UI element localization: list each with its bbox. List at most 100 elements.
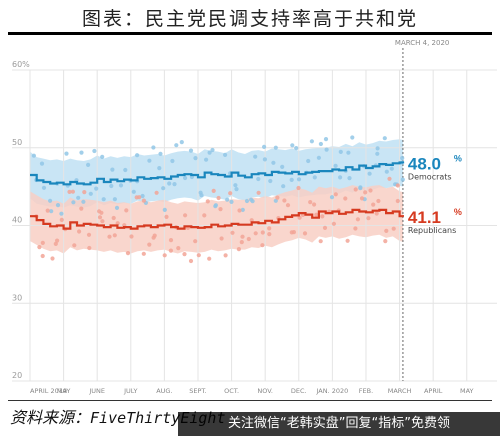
series-end-value: 48.0	[408, 154, 441, 173]
poll-dot	[170, 158, 175, 164]
series-end-unit: %	[454, 153, 462, 163]
poll-dot	[285, 203, 291, 208]
poll-dot	[176, 246, 181, 251]
poll-dot	[324, 147, 329, 152]
poll-dot	[316, 155, 321, 160]
poll-dot	[100, 154, 105, 159]
poll-dot	[164, 214, 169, 219]
series-name-label: Democrats	[408, 172, 452, 181]
poll-dot	[111, 215, 116, 221]
series-end-unit: %	[454, 207, 462, 217]
poll-dot	[375, 151, 380, 156]
poll-dot	[331, 221, 336, 226]
poll-dot	[40, 240, 45, 245]
poll-dot	[333, 163, 338, 168]
poll-dot	[271, 160, 276, 165]
poll-dot	[157, 166, 162, 171]
x-tick-label: APRIL 2019	[30, 387, 67, 395]
y-tick-label: 50	[12, 138, 22, 147]
poll-dot	[161, 186, 166, 191]
poll-dot	[92, 148, 97, 154]
poll-dot	[72, 243, 77, 248]
poll-dot	[306, 158, 311, 164]
confidence-bands	[30, 139, 403, 254]
y-tick-label: 60%	[12, 60, 30, 69]
poll-dot	[376, 198, 381, 204]
x-tick-label: APRIL	[424, 387, 443, 395]
poll-dot	[329, 195, 335, 200]
poll-dot	[112, 197, 117, 202]
poll-dot	[141, 198, 146, 203]
poll-dot	[318, 141, 323, 147]
poll-dot	[260, 243, 265, 248]
poll-dot	[338, 149, 343, 154]
poll-dot	[395, 183, 400, 188]
poll-dot	[135, 153, 140, 158]
poll-dot	[182, 252, 187, 257]
trend-line	[30, 161, 404, 186]
poll-dot	[162, 207, 167, 212]
poll-dot	[207, 150, 212, 155]
poll-dot	[281, 184, 286, 189]
poll-dot	[172, 182, 177, 187]
poll-dot	[213, 204, 218, 209]
poll-dot	[291, 230, 296, 235]
poll-dot	[308, 200, 313, 205]
poll-dot	[183, 175, 188, 181]
poll-dot	[125, 251, 131, 256]
poll-dot	[244, 198, 250, 204]
poll-dot	[147, 242, 152, 247]
poll-dot	[383, 239, 388, 244]
poll-dot	[239, 240, 244, 245]
poll-dot	[64, 151, 69, 156]
poll-dot	[400, 156, 405, 161]
poll-dot	[183, 213, 188, 218]
poll-dot	[249, 218, 254, 223]
poll-dot	[384, 169, 389, 174]
poll-dot	[55, 203, 61, 208]
poll-dot	[167, 181, 172, 186]
source-rule	[8, 400, 492, 401]
poll-dot	[346, 150, 351, 155]
poll-dot	[260, 230, 265, 235]
x-tick-label: JULY	[123, 387, 137, 395]
poll-dot	[188, 148, 194, 153]
poll-dot	[53, 241, 58, 246]
x-tick-label: FEB.	[359, 387, 373, 395]
poll-dot	[151, 145, 156, 150]
poll-dot	[87, 245, 92, 251]
poll-dot	[79, 150, 84, 155]
poll-dot	[333, 192, 338, 197]
poll-dot	[236, 247, 241, 252]
poll-dot	[273, 198, 278, 203]
poll-dot	[41, 185, 47, 190]
x-tick-label: AUG.	[156, 387, 172, 395]
poll-dot	[218, 207, 223, 212]
poll-dot	[49, 209, 54, 214]
y-tick-label: 30	[12, 293, 22, 302]
x-tick-label: NOV.	[257, 387, 273, 395]
poll-dot	[387, 176, 392, 181]
poll-dot	[88, 191, 93, 196]
poll-dot	[347, 176, 352, 181]
poll-dot	[350, 135, 355, 140]
poll-dot	[124, 208, 129, 213]
poll-dot	[294, 146, 299, 151]
poll-dot	[375, 146, 380, 151]
poll-dot	[110, 167, 115, 172]
poll-dot	[371, 202, 376, 207]
poll-dot	[207, 256, 212, 261]
poll-dot	[228, 191, 233, 196]
poll-dot	[353, 226, 358, 231]
poll-dot	[267, 232, 272, 237]
poll-dot	[168, 248, 173, 253]
date-marker-label: MARCH 4, 2020	[395, 39, 449, 47]
poll-dot	[101, 197, 106, 202]
poll-dot	[343, 196, 348, 201]
poll-dot	[48, 198, 53, 203]
poll-dot	[296, 177, 302, 182]
poll-dot	[77, 229, 82, 234]
poll-dot	[289, 177, 294, 182]
